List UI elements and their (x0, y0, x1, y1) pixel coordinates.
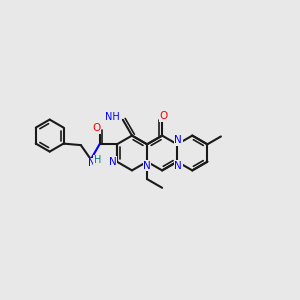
Text: N: N (143, 161, 151, 171)
Text: O: O (92, 123, 101, 133)
Text: N: N (109, 157, 117, 167)
Text: N: N (174, 135, 182, 146)
Text: NH: NH (105, 112, 120, 122)
Text: H: H (94, 155, 101, 165)
Text: N: N (88, 158, 95, 168)
Text: O: O (160, 111, 168, 121)
Text: N: N (174, 161, 182, 171)
